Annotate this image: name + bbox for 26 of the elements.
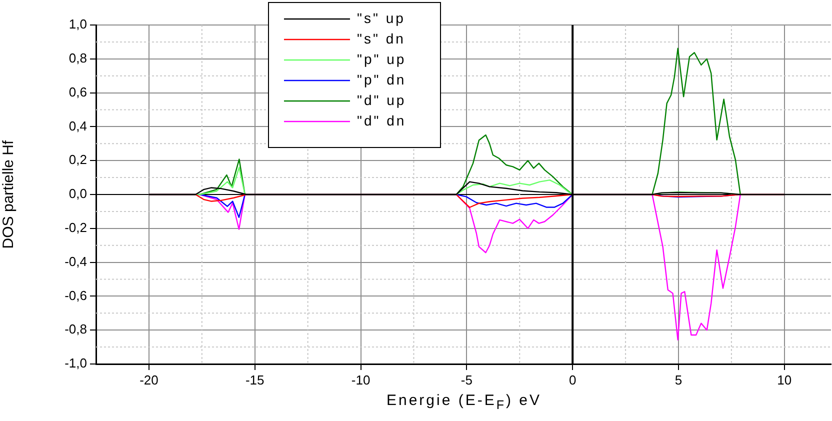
x-axis-title: Energie (E-E$_{F}$) eV: [385, 392, 543, 412]
x-tick-label: 0: [568, 372, 576, 388]
y-tick-label: -0,6: [64, 288, 87, 303]
legend-label: "s" dn: [357, 30, 406, 46]
legend-label: "p" dn: [357, 71, 406, 88]
legend-label: "d" dn: [357, 112, 406, 128]
y-tick-label: 0,0: [68, 186, 87, 202]
x-tick-label: 5: [674, 372, 682, 388]
legend-label: "s" up: [357, 10, 406, 26]
x-tick-label: -15: [245, 372, 264, 388]
x-tick-label: 10: [777, 372, 792, 388]
y-tick-label: -0,2: [64, 220, 87, 235]
legend-label: "d" up: [357, 92, 406, 108]
y-tick-label: -0,8: [64, 322, 87, 337]
x-tick-label: -10: [351, 372, 370, 388]
x-tick-label: -20: [140, 372, 158, 388]
x-tick-label: -5: [460, 372, 472, 388]
y-tick-label: -0,4: [64, 254, 87, 269]
legend-label: "p" up: [357, 50, 406, 67]
y-tick-label: 0,4: [68, 118, 87, 134]
y-tick-label: -1,0: [64, 356, 87, 371]
y-tick-label: 0,6: [68, 84, 87, 100]
y-tick-label: 1,0: [68, 16, 87, 32]
y-axis-title: DOS partielle Hf: [0, 139, 18, 249]
y-tick-label: 0,2: [68, 152, 87, 168]
y-tick-label: 0,8: [68, 50, 87, 66]
